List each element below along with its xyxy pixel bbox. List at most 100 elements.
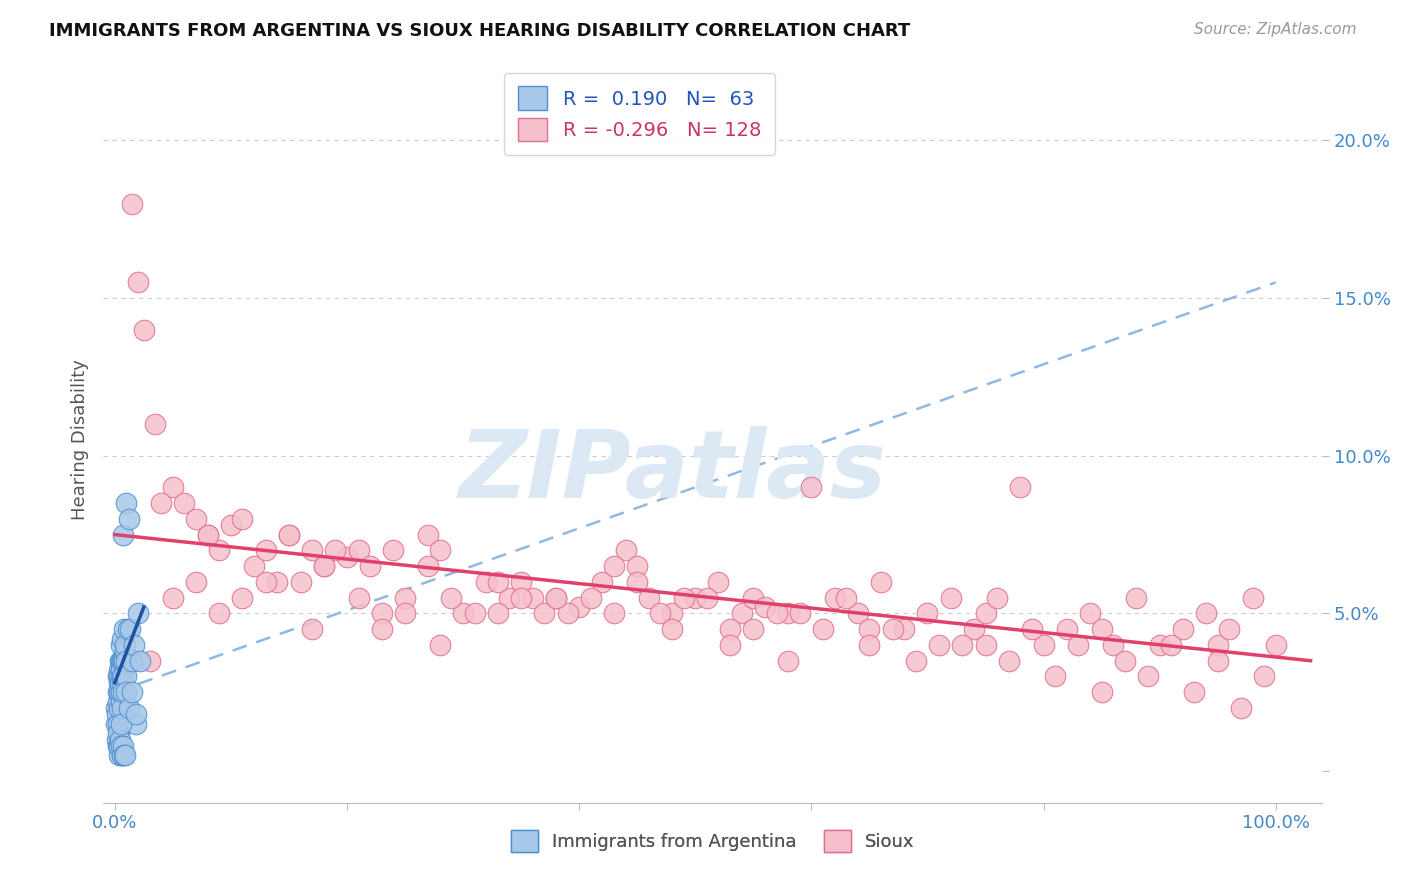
- Point: [108, 669, 131, 683]
- Point: [1102, 638, 1125, 652]
- Point: [1206, 654, 1229, 668]
- Point: [568, 600, 591, 615]
- Point: [1125, 591, 1147, 605]
- Point: [105, 707, 128, 722]
- Point: [111, 701, 134, 715]
- Point: [1032, 638, 1054, 652]
- Point: [603, 559, 626, 574]
- Point: [1091, 622, 1114, 636]
- Point: [811, 622, 834, 636]
- Text: Source: ZipAtlas.com: Source: ZipAtlas.com: [1194, 22, 1357, 37]
- Point: [150, 496, 173, 510]
- Point: [974, 607, 997, 621]
- Point: [591, 574, 613, 589]
- Point: [986, 591, 1008, 605]
- Point: [114, 638, 136, 652]
- Point: [124, 638, 146, 652]
- Point: [579, 591, 602, 605]
- Point: [132, 323, 155, 337]
- Point: [464, 607, 486, 621]
- Point: [112, 669, 135, 683]
- Point: [858, 638, 880, 652]
- Point: [1206, 638, 1229, 652]
- Point: [121, 196, 143, 211]
- Point: [1230, 701, 1253, 715]
- Point: [231, 512, 253, 526]
- Point: [1253, 669, 1275, 683]
- Point: [1114, 654, 1136, 668]
- Point: [451, 607, 474, 621]
- Point: [111, 739, 134, 753]
- Point: [382, 543, 405, 558]
- Point: [111, 654, 134, 668]
- Point: [301, 622, 323, 636]
- Point: [394, 607, 416, 621]
- Point: [661, 622, 683, 636]
- Point: [394, 591, 416, 605]
- Point: [928, 638, 950, 652]
- Point: [111, 748, 134, 763]
- Point: [1149, 638, 1171, 652]
- Point: [510, 574, 533, 589]
- Point: [112, 622, 135, 636]
- Point: [184, 512, 207, 526]
- Point: [219, 518, 242, 533]
- Text: IMMIGRANTS FROM ARGENTINA VS SIOUX HEARING DISABILITY CORRELATION CHART: IMMIGRANTS FROM ARGENTINA VS SIOUX HEARI…: [49, 22, 911, 40]
- Point: [107, 726, 129, 740]
- Point: [173, 496, 195, 510]
- Point: [1056, 622, 1078, 636]
- Point: [107, 748, 129, 763]
- Point: [637, 591, 659, 605]
- Point: [197, 527, 219, 541]
- Point: [824, 591, 846, 605]
- Point: [347, 591, 370, 605]
- Point: [121, 685, 143, 699]
- Point: [498, 591, 520, 605]
- Point: [112, 654, 135, 668]
- Point: [1010, 480, 1032, 494]
- Point: [626, 559, 648, 574]
- Point: [544, 591, 567, 605]
- Point: [107, 695, 129, 709]
- Point: [197, 527, 219, 541]
- Point: [1043, 669, 1066, 683]
- Point: [105, 701, 128, 715]
- Point: [418, 527, 440, 541]
- Point: [858, 622, 880, 636]
- Point: [731, 607, 754, 621]
- Point: [696, 591, 718, 605]
- Point: [243, 559, 266, 574]
- Point: [789, 607, 811, 621]
- Point: [145, 417, 167, 432]
- Point: [846, 607, 869, 621]
- Point: [718, 638, 741, 652]
- Point: [742, 622, 765, 636]
- Point: [1091, 685, 1114, 699]
- Y-axis label: Hearing Disability: Hearing Disability: [72, 359, 89, 520]
- Point: [301, 543, 323, 558]
- Point: [117, 622, 139, 636]
- Point: [1218, 622, 1240, 636]
- Point: [1067, 638, 1090, 652]
- Point: [254, 574, 277, 589]
- Point: [110, 663, 132, 677]
- Point: [107, 669, 129, 683]
- Point: [266, 574, 288, 589]
- Point: [107, 739, 129, 753]
- Point: [672, 591, 695, 605]
- Point: [718, 622, 741, 636]
- Point: [111, 748, 134, 763]
- Point: [557, 607, 579, 621]
- Point: [997, 654, 1019, 668]
- Point: [418, 559, 440, 574]
- Point: [114, 644, 136, 658]
- Point: [111, 675, 134, 690]
- Point: [626, 574, 648, 589]
- Point: [661, 607, 683, 621]
- Point: [208, 607, 231, 621]
- Point: [800, 480, 823, 494]
- Point: [486, 607, 509, 621]
- Point: [107, 663, 129, 677]
- Point: [683, 591, 706, 605]
- Point: [111, 685, 134, 699]
